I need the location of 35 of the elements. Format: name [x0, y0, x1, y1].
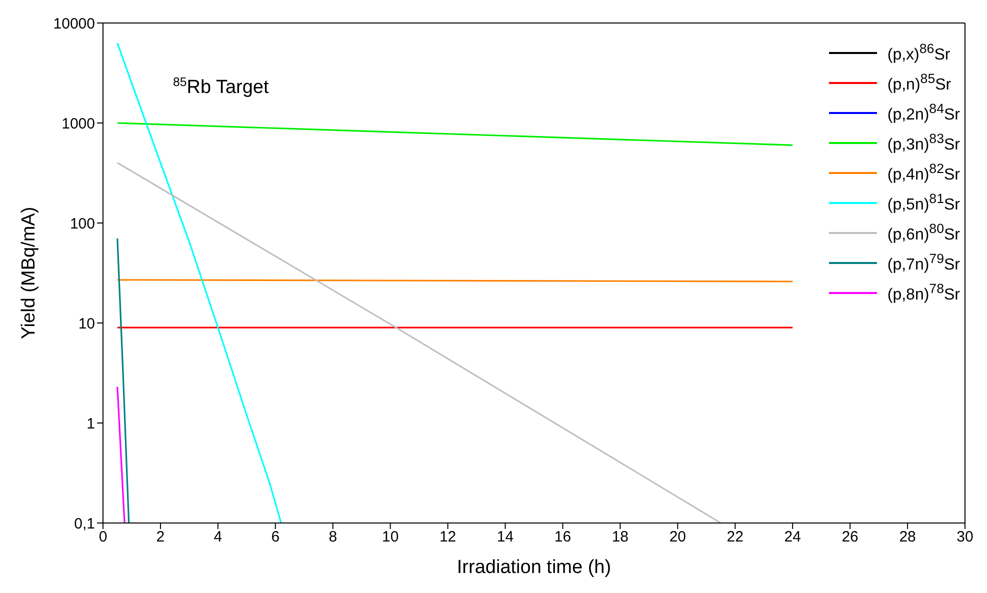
- x-tick-label: 4: [214, 528, 222, 546]
- y-tick-label: 1: [86, 415, 95, 432]
- x-tick-label: 20: [669, 528, 686, 546]
- x-tick-label: 18: [612, 528, 629, 546]
- x-tick-label: 12: [439, 528, 456, 546]
- legend-label: (p,4n)$^{82}$Sr: [887, 161, 960, 185]
- x-tick-label: 26: [842, 528, 858, 546]
- x-tick-label: 10: [382, 528, 399, 546]
- x-tick-label: 14: [496, 528, 514, 546]
- y-tick-label: 10: [78, 315, 95, 332]
- x-tick-label: 30: [956, 528, 974, 546]
- legend-label: (p,x)$^{86}$Sr: [887, 41, 950, 65]
- y-tick-label: 100: [70, 215, 95, 232]
- legend-label: (p,5n)$^{81}$Sr: [887, 191, 960, 215]
- y-tick-label: 1000: [62, 115, 95, 132]
- x-tick-label: 6: [271, 528, 280, 546]
- y-tick-label: 0,1: [74, 515, 95, 532]
- x-axis-title: Irradiation time (h): [456, 557, 612, 578]
- legend-label: (p,3n)$^{83}$Sr: [887, 131, 960, 155]
- legend-label: (p,8n)$^{78}$Sr: [887, 281, 960, 305]
- x-tick-label: 16: [554, 528, 572, 546]
- x-tick-label: 2: [156, 528, 165, 546]
- legend-label: (p,2n)$^{84}$Sr: [887, 101, 960, 125]
- y-axis-title: Yield (MBq/mA): [18, 206, 40, 340]
- annotation: $^{85}$Rb Target: [173, 75, 270, 98]
- legend-label: (p,7n)$^{79}$Sr: [887, 251, 960, 275]
- x-tick-label: 8: [328, 528, 338, 546]
- x-tick-label: 28: [899, 528, 916, 546]
- x-tick-label: 0: [98, 528, 108, 546]
- line-series: [116, 42, 282, 523]
- legend-label: (p,n)$^{85}$Sr: [887, 71, 952, 95]
- x-tick-label: 24: [784, 528, 801, 546]
- y-tick-label: 10000: [53, 15, 95, 32]
- x-tick-label: 22: [726, 528, 744, 546]
- legend-label: (p,6n)$^{80}$Sr: [887, 221, 960, 245]
